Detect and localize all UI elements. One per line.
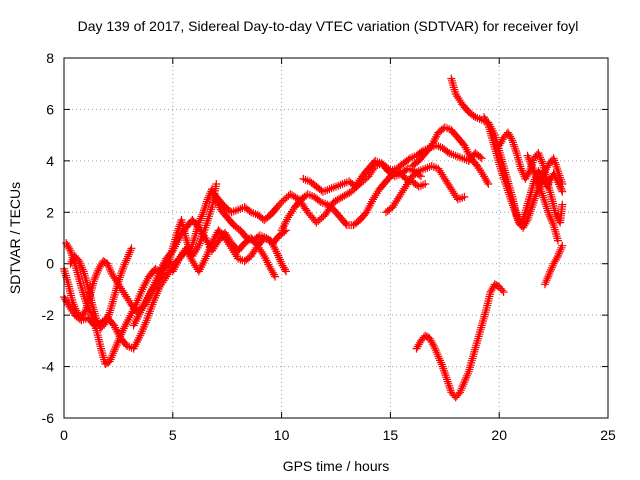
data-points (60, 74, 567, 402)
data-point-markers (168, 226, 290, 276)
x-tick-label: 25 (600, 427, 616, 443)
x-tick-label: 15 (383, 427, 399, 443)
chart-title: Day 139 of 2017, Sidereal Day-to-day VTE… (78, 18, 579, 34)
y-tick-label: -4 (42, 359, 55, 375)
series-track-7 (168, 226, 290, 276)
x-axis-label: GPS time / hours (283, 458, 390, 474)
data-point-markers (412, 280, 508, 402)
data-point-markers (408, 123, 493, 188)
series-track-14 (408, 123, 493, 188)
data-point-markers (523, 151, 562, 245)
series-track-4 (66, 244, 136, 332)
series-track-15 (412, 280, 508, 402)
series-track-11 (299, 156, 399, 196)
y-tick-label: 6 (46, 101, 54, 117)
plot-frame (63, 57, 609, 419)
series-track-19 (523, 151, 562, 245)
series-track-12 (382, 162, 469, 217)
data-point-markers (540, 241, 567, 289)
data-point-markers (66, 244, 136, 332)
y-tick-label: 0 (46, 256, 54, 272)
y-tick-label: -2 (42, 307, 55, 323)
data-point-markers (382, 162, 469, 217)
x-tick-label: 10 (274, 427, 290, 443)
series-track-20 (540, 241, 567, 289)
series-track-8 (208, 187, 282, 224)
y-tick-label: 4 (46, 153, 54, 169)
y-tick-label: 8 (46, 50, 54, 66)
y-tick-label: -6 (42, 410, 55, 426)
y-tick-label: 2 (46, 204, 54, 220)
data-point-markers (208, 187, 282, 224)
data-point-markers (299, 156, 399, 196)
x-tick-label: 5 (169, 427, 177, 443)
grid (64, 58, 608, 418)
y-axis-label: SDTVAR / TECUs (7, 182, 23, 294)
x-tick-label: 0 (60, 427, 68, 443)
x-tick-label: 20 (491, 427, 507, 443)
